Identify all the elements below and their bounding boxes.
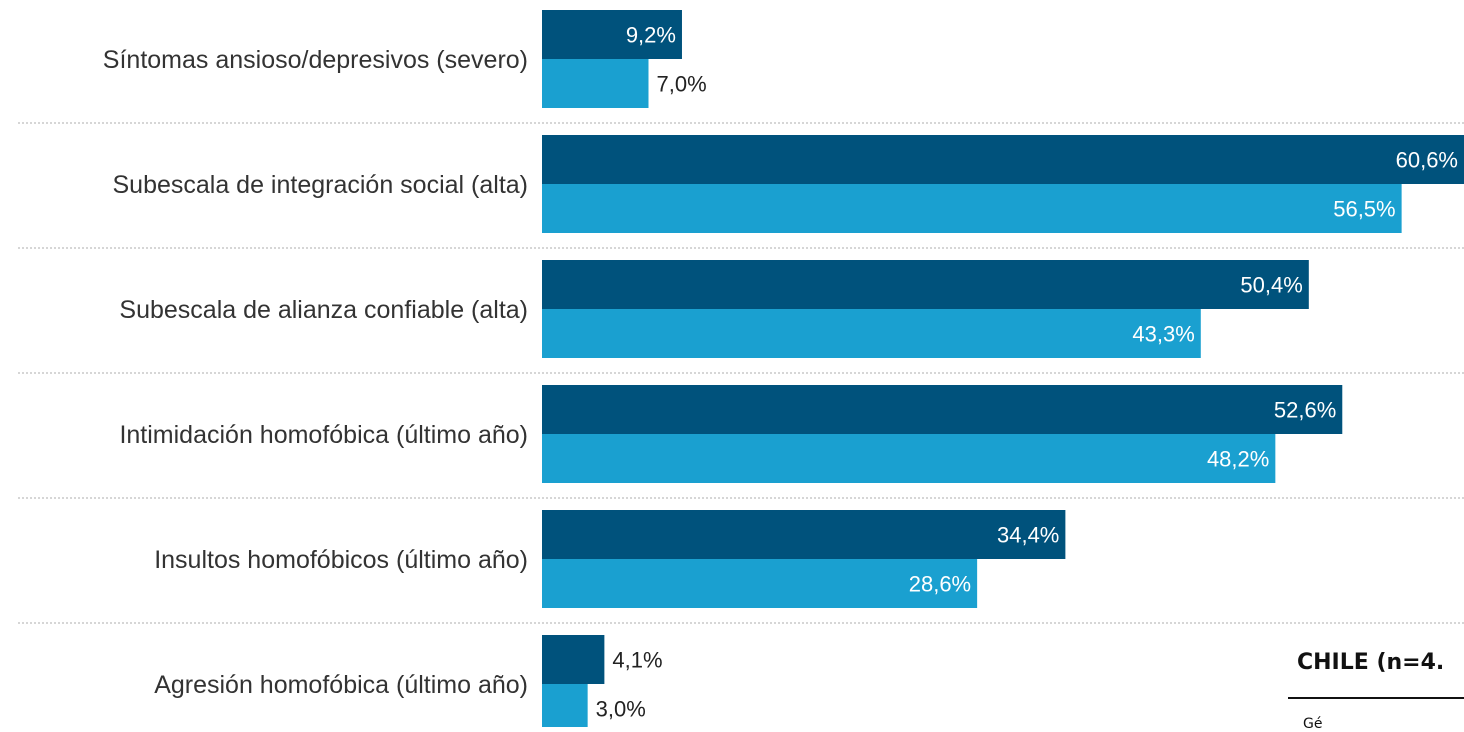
value-label: 43,3% [1132, 322, 1194, 347]
value-label: 56,5% [1333, 197, 1395, 222]
value-label: 60,6% [1396, 148, 1458, 173]
value-label: 50,4% [1240, 273, 1302, 298]
bar-series-1 [542, 635, 605, 684]
value-labels: 9,2% 7,0% 60,6%56,5% 50,4% 43,3% 52,6%48,2% 34… [596, 23, 1458, 722]
bar-series-2 [542, 59, 649, 108]
value-label: 34,4% [997, 523, 1059, 548]
bar-series-1 [542, 10, 682, 59]
value-label: 48,2% [1207, 447, 1269, 472]
category-label: Insultos homofóbicos (último año) [154, 546, 528, 574]
category-label: Subescala de integración social (alta) [112, 171, 528, 199]
bar-series-2 [542, 684, 588, 727]
bar-series-1 [542, 260, 1309, 309]
value-label: 4,1% [612, 648, 662, 673]
category-labels: Síntomas ansioso/depresivos (severo) Sube… [103, 46, 528, 699]
bar-series-2 [542, 559, 978, 608]
row-separators [18, 122, 1464, 624]
value-label: 52,6% [1274, 398, 1336, 423]
value-label: 28,6% [909, 572, 971, 597]
bar-series-1 [542, 510, 1066, 559]
side-panel-text: Gé [1303, 716, 1323, 732]
bars [542, 10, 1464, 727]
value-label: 7,0% [657, 72, 707, 97]
category-label: Síntomas ansioso/depresivos (severo) [103, 46, 528, 74]
bar-series-2 [542, 184, 1402, 233]
bar-series-2 [542, 309, 1201, 358]
bar-series-1 [542, 385, 1343, 434]
side-panel-title: CHILE (n=4. [1297, 650, 1445, 675]
bar-series-2 [542, 434, 1276, 483]
category-label: Subescala de alianza confiable (alta) [119, 296, 528, 324]
category-label: Agresión homofóbica (último año) [154, 671, 528, 699]
value-label: 3,0% [596, 697, 646, 722]
category-label: Intimidación homofóbica (último año) [119, 421, 528, 449]
bar-series-1 [542, 135, 1464, 184]
side-panel-rule [1288, 697, 1464, 699]
value-label: 9,2% [626, 23, 676, 48]
